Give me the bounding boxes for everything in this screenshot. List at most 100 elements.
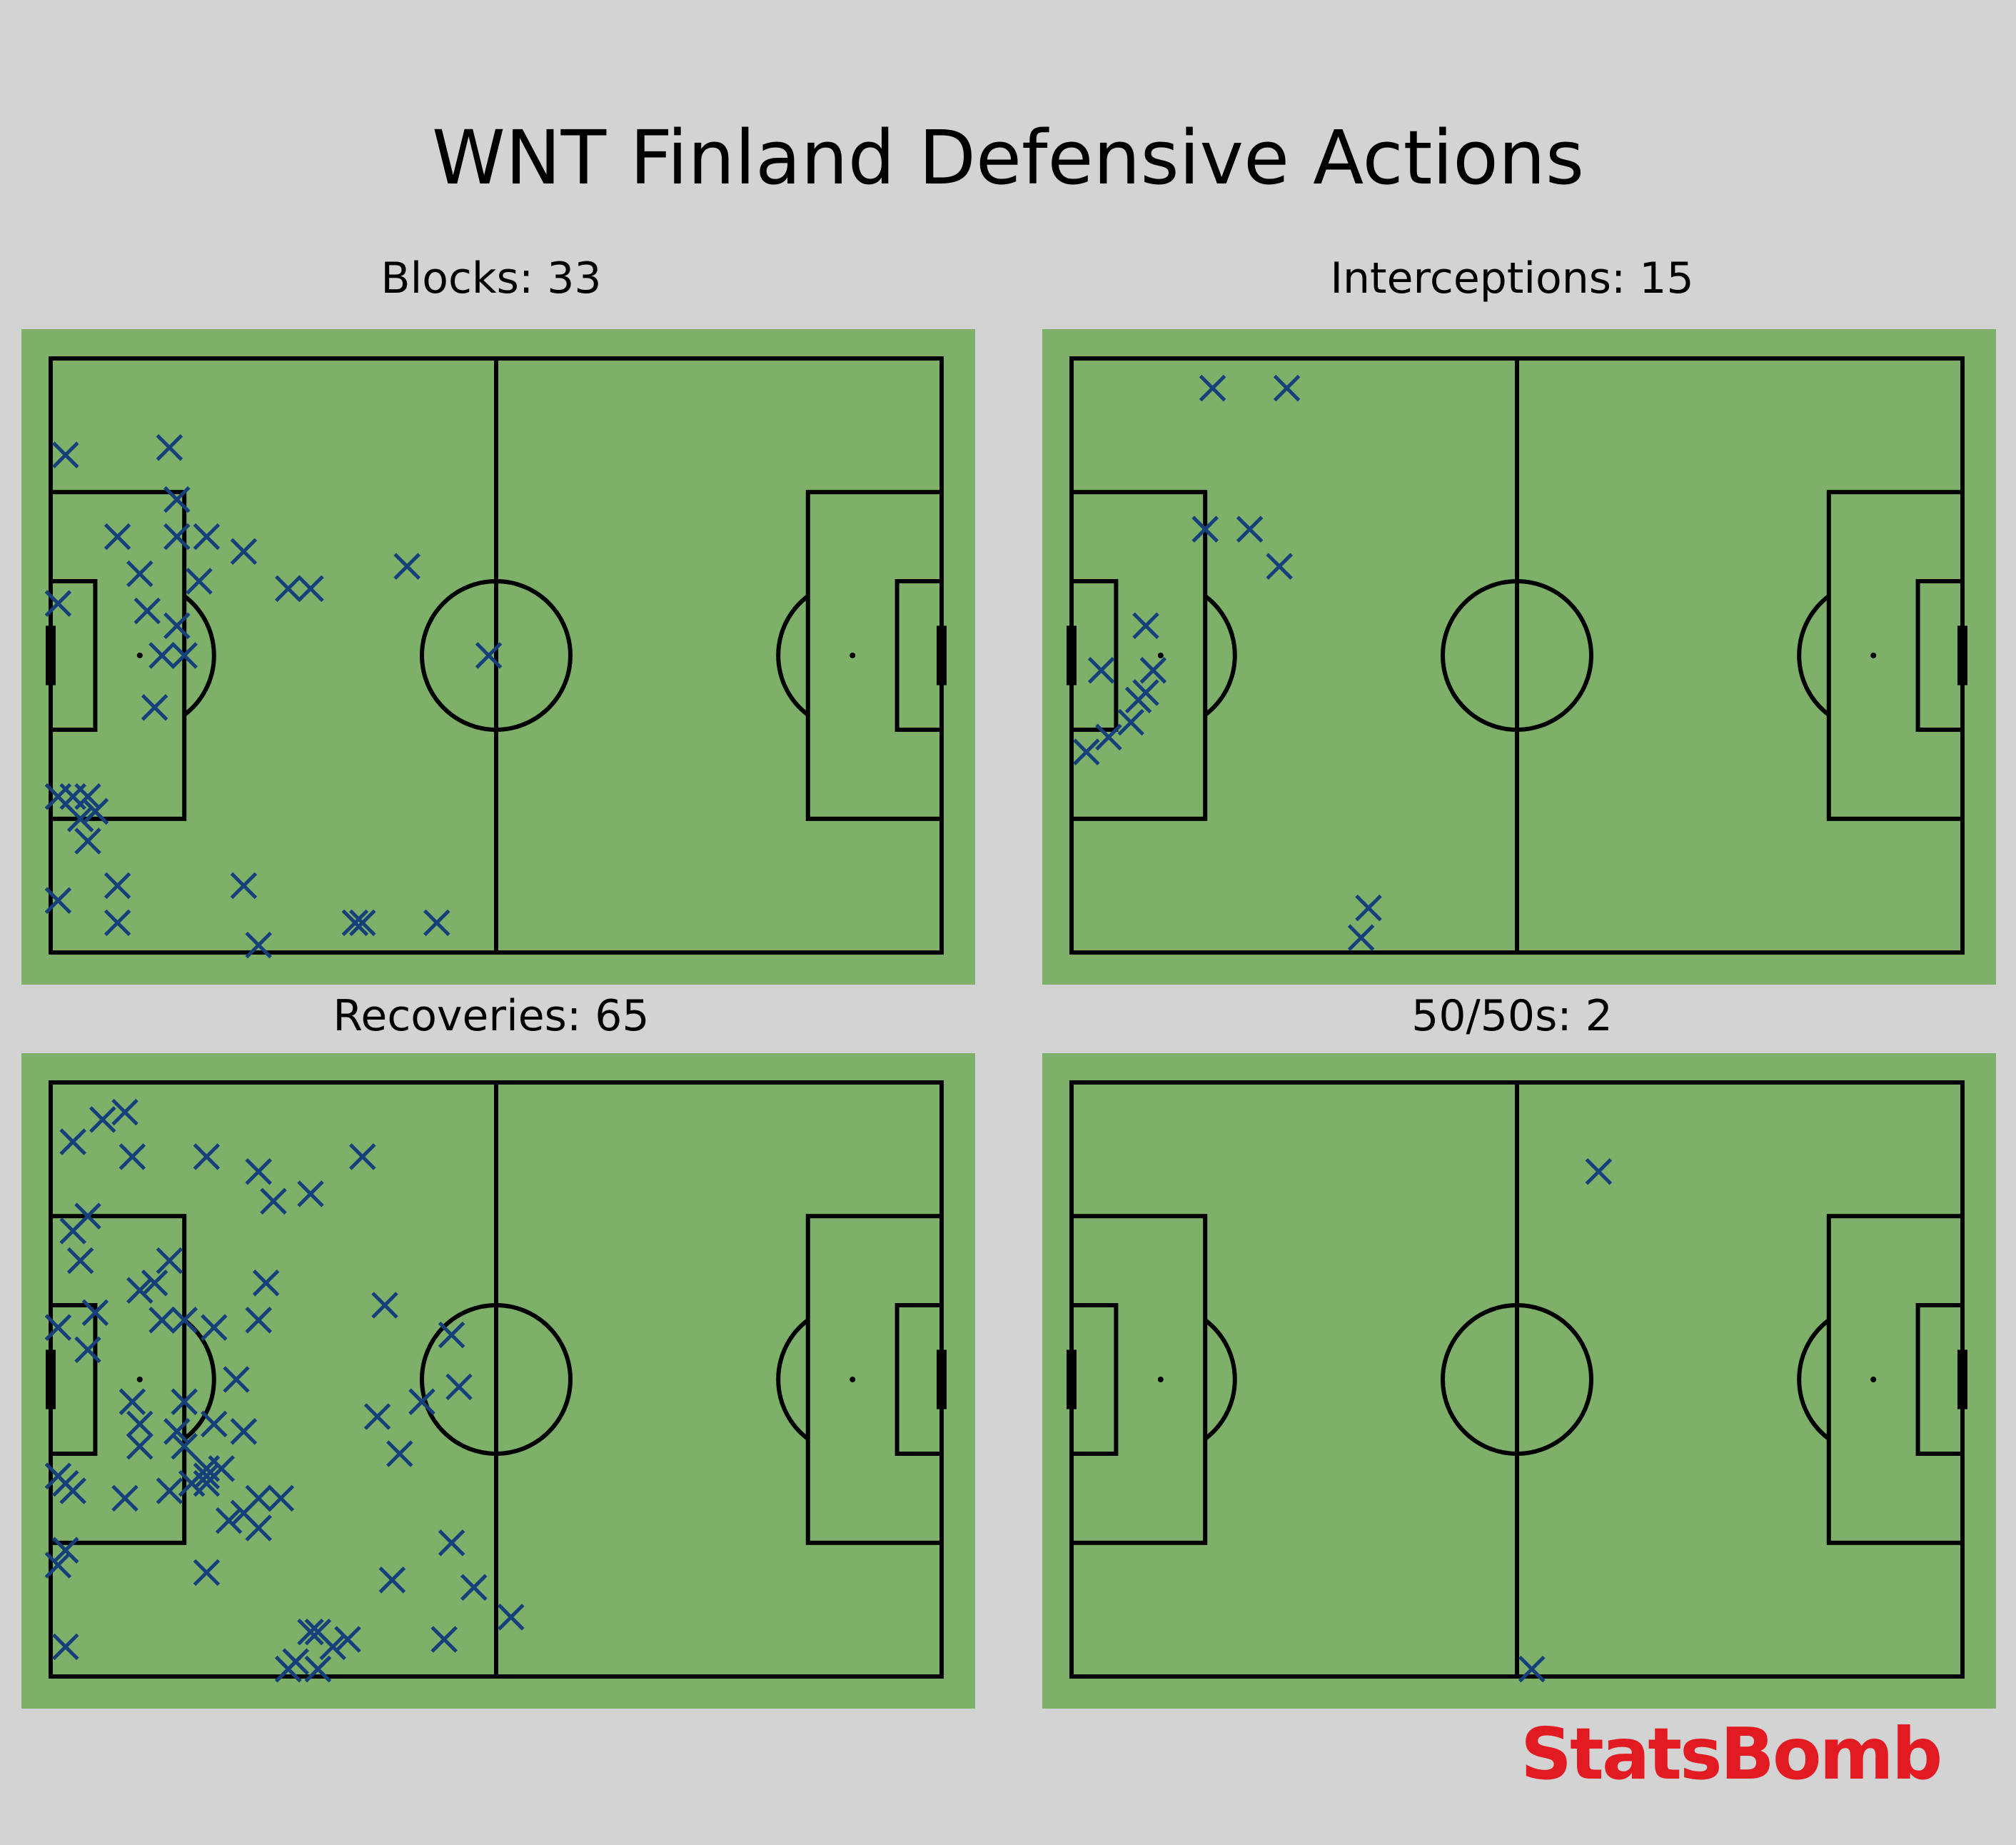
data-point xyxy=(260,1187,287,1215)
data-point xyxy=(111,1098,138,1126)
data-point xyxy=(1273,374,1301,402)
left-goal xyxy=(46,625,56,685)
right-penalty-spot xyxy=(1870,1377,1877,1382)
data-point xyxy=(171,1432,198,1460)
right-goal xyxy=(937,625,947,685)
data-point xyxy=(171,642,198,669)
pitch-blocks xyxy=(21,329,975,985)
data-point xyxy=(148,642,176,669)
data-point xyxy=(74,828,101,855)
pitch-interceptions xyxy=(1042,329,1996,985)
data-point xyxy=(66,805,94,833)
data-point xyxy=(44,887,72,914)
data-point xyxy=(81,1299,109,1327)
data-point xyxy=(141,694,168,721)
panel-title-recoveries: Recoveries: 65 xyxy=(333,991,650,1041)
data-point xyxy=(148,1307,176,1334)
data-point xyxy=(44,783,72,810)
right-goal xyxy=(1957,625,1967,685)
left-penalty-spot xyxy=(136,1377,143,1382)
data-point xyxy=(423,909,450,937)
data-point xyxy=(245,1158,272,1185)
panel-title-blocks: Blocks: 33 xyxy=(380,253,602,303)
data-point xyxy=(349,1143,376,1170)
data-point xyxy=(44,590,72,617)
centre-circle xyxy=(420,1303,573,1456)
data-point xyxy=(133,597,161,625)
centre-spot xyxy=(1515,653,1519,658)
data-point xyxy=(371,1292,398,1319)
centre-spot xyxy=(494,653,498,658)
left-goal xyxy=(1067,625,1077,685)
data-point xyxy=(156,1477,183,1504)
data-point xyxy=(475,642,503,669)
left-penalty-arc xyxy=(183,594,216,717)
right-penalty-arc xyxy=(1797,1318,1830,1441)
left-penalty-spot xyxy=(136,653,143,658)
left-goal xyxy=(1067,1349,1077,1409)
centre-circle xyxy=(420,579,573,732)
centre-spot xyxy=(1515,1377,1519,1382)
data-point xyxy=(66,1247,94,1275)
data-point xyxy=(1355,894,1382,922)
data-point xyxy=(59,1217,86,1245)
centre-circle xyxy=(1441,1303,1593,1456)
data-point xyxy=(104,872,131,900)
data-point xyxy=(89,1106,116,1133)
right-penalty-spot xyxy=(850,653,856,658)
data-point xyxy=(1191,516,1219,543)
left-penalty-spot xyxy=(1157,653,1164,658)
data-point xyxy=(438,1321,465,1349)
data-point xyxy=(163,486,191,513)
data-point xyxy=(1087,657,1115,684)
data-point xyxy=(193,1559,221,1587)
data-point xyxy=(438,1529,465,1557)
data-point xyxy=(460,1574,488,1601)
right-goal xyxy=(937,1349,947,1409)
data-point xyxy=(126,1277,153,1304)
panel-title-fifty-fifties: 50/50s: 2 xyxy=(1411,991,1613,1041)
data-point xyxy=(1132,612,1159,640)
left-penalty-arc xyxy=(183,1318,216,1441)
left-penalty-arc xyxy=(1204,1318,1237,1441)
data-point xyxy=(393,553,420,580)
data-point xyxy=(52,1537,79,1564)
data-point xyxy=(408,1388,435,1415)
data-point xyxy=(245,1307,272,1334)
right-penalty-arc xyxy=(1797,594,1830,717)
data-point xyxy=(282,1648,309,1675)
data-point xyxy=(363,1403,391,1430)
data-point xyxy=(59,1128,86,1155)
data-point xyxy=(1347,924,1375,951)
right-penalty-spot xyxy=(850,1377,856,1382)
right-penalty-arc xyxy=(776,594,810,717)
data-point xyxy=(156,1247,183,1275)
data-point xyxy=(275,575,302,603)
data-point xyxy=(349,909,376,937)
statsbomb-logo: StatsBomb xyxy=(1521,1712,1942,1796)
data-point xyxy=(430,1626,458,1653)
panel-title-interceptions: Interceptions: 15 xyxy=(1330,253,1694,303)
centre-circle xyxy=(1441,579,1593,732)
data-point xyxy=(498,1604,525,1631)
data-point xyxy=(52,441,79,468)
data-point xyxy=(193,1143,221,1170)
data-point xyxy=(1095,723,1122,751)
data-point xyxy=(319,1633,346,1661)
data-point xyxy=(163,523,191,551)
data-point xyxy=(44,1552,72,1579)
data-point xyxy=(44,1462,72,1489)
data-point xyxy=(186,568,213,595)
data-point xyxy=(104,909,131,937)
data-point xyxy=(297,575,324,603)
data-point xyxy=(230,538,258,565)
data-point xyxy=(74,1336,101,1364)
data-point xyxy=(297,1180,324,1207)
data-point xyxy=(245,1514,272,1542)
data-point xyxy=(1266,553,1293,580)
left-goal xyxy=(46,1349,56,1409)
data-point xyxy=(297,1618,324,1646)
data-point xyxy=(1117,708,1144,736)
data-point xyxy=(1236,516,1264,543)
data-point xyxy=(163,612,191,640)
